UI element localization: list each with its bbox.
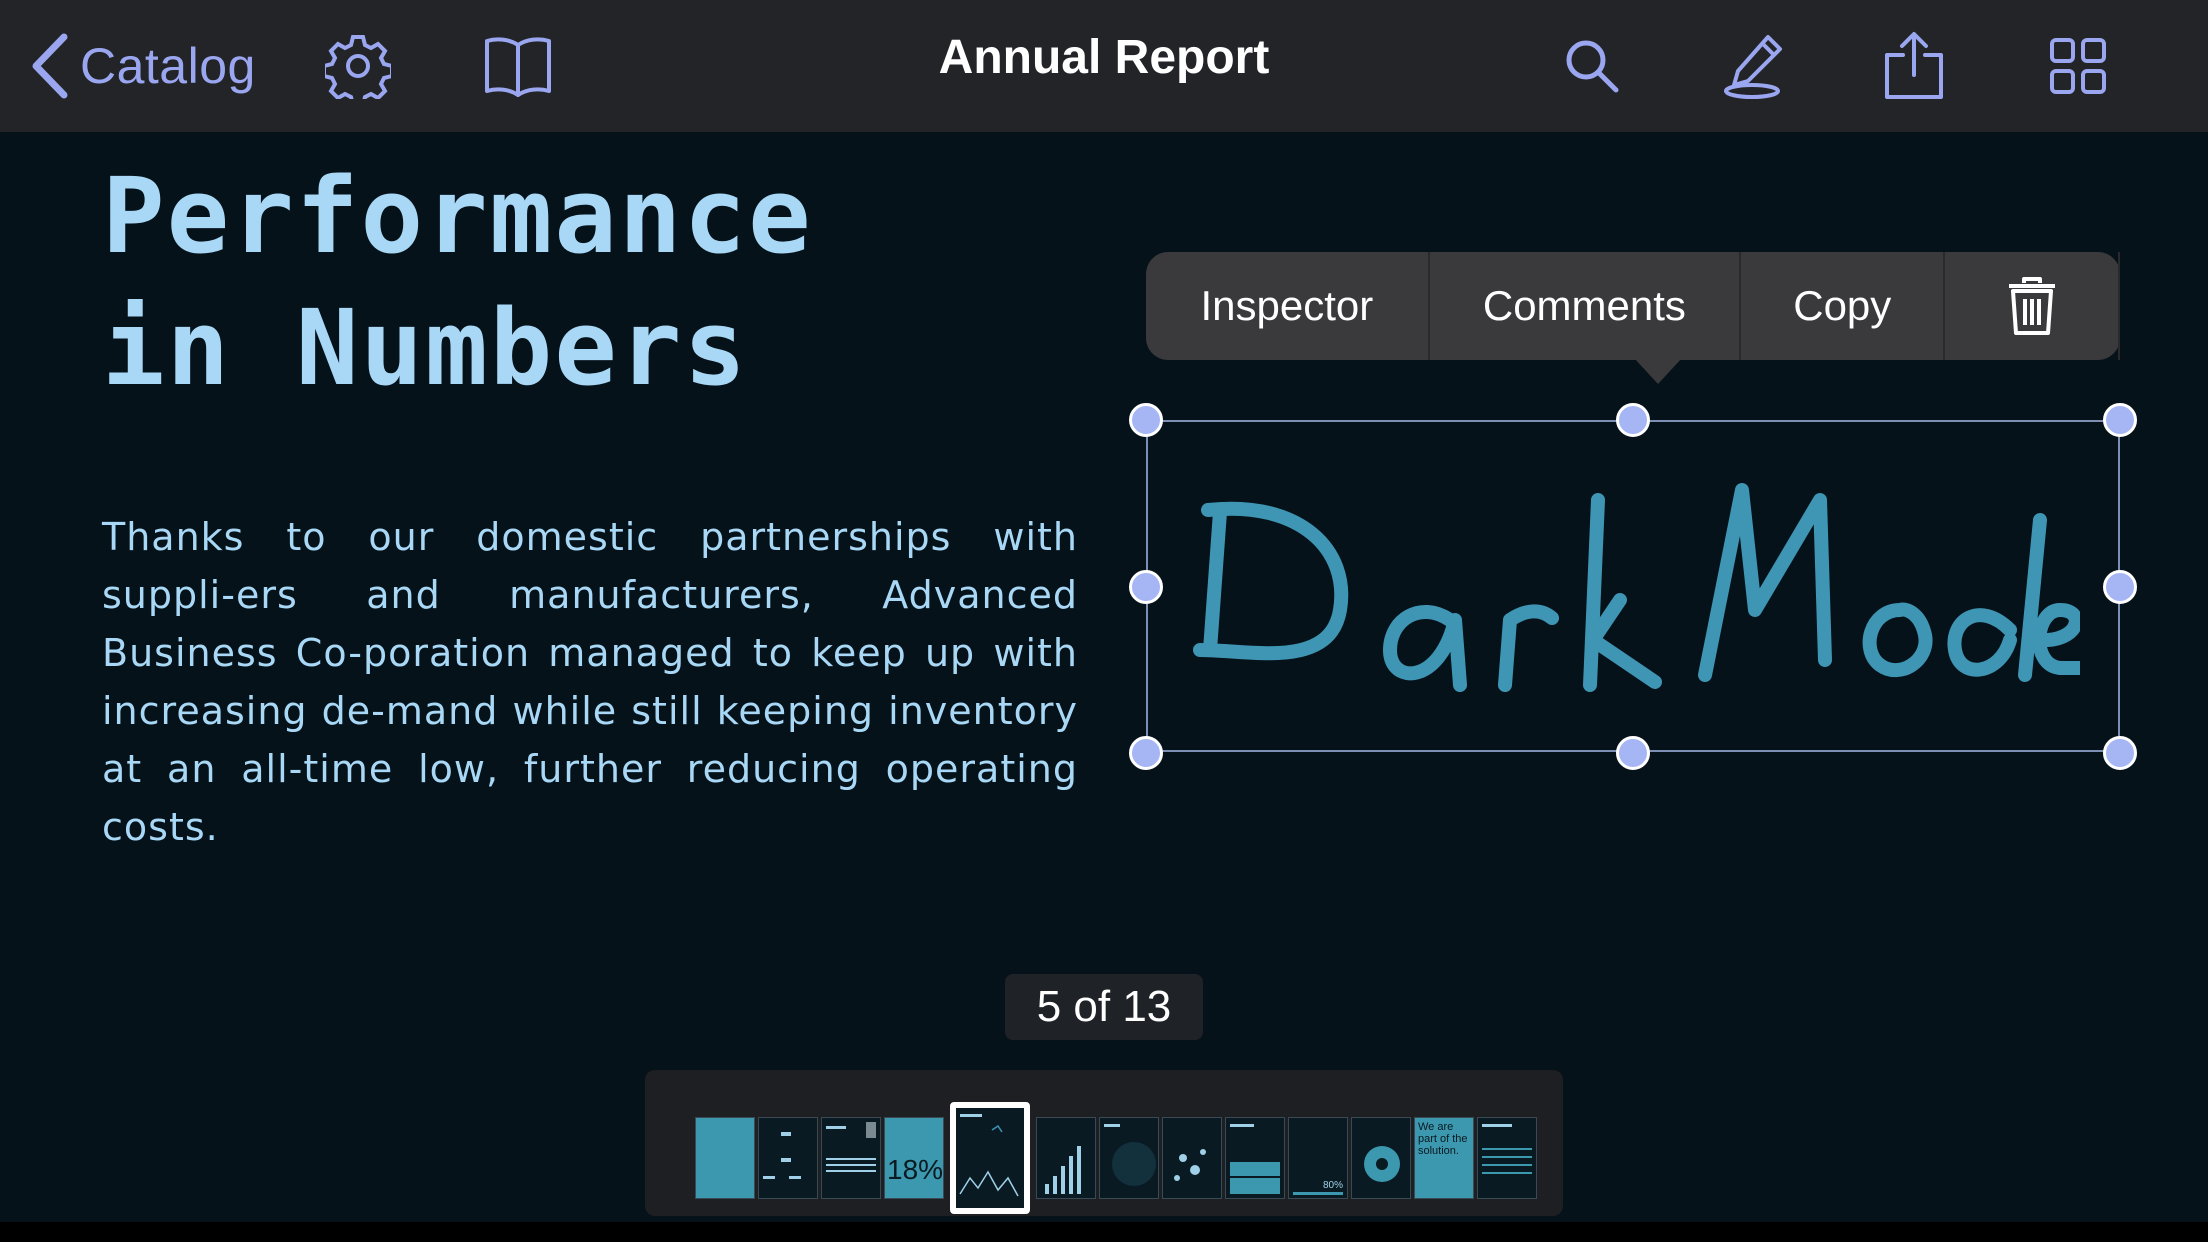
library-button[interactable] <box>468 16 568 116</box>
gear-icon <box>325 35 391 99</box>
handwriting-drawing[interactable] <box>1180 460 2080 720</box>
thumbnail-label: 80% <box>1323 1180 1344 1191</box>
grid-view-button[interactable] <box>2028 16 2128 116</box>
heading-line-1: Performance <box>102 155 813 277</box>
page-thumbnail[interactable] <box>821 1117 881 1199</box>
settings-button[interactable] <box>308 16 408 116</box>
delete-button[interactable] <box>1945 252 2121 360</box>
page-thumbnail[interactable] <box>695 1117 755 1199</box>
back-button[interactable]: Catalog <box>30 22 256 110</box>
resize-handle-top-right[interactable] <box>2103 403 2137 437</box>
share-button[interactable] <box>1864 16 1964 116</box>
page-thumbnail[interactable]: 80% <box>1288 1117 1348 1199</box>
top-toolbar: Catalog Annual Report <box>0 0 2208 132</box>
page-thumbnail[interactable] <box>1225 1117 1285 1199</box>
comments-button[interactable]: Comments <box>1430 252 1742 360</box>
page-thumbnail[interactable] <box>1099 1117 1159 1199</box>
pencil-icon <box>1724 35 1782 99</box>
page-thumbnail[interactable]: We are part of the solution. <box>1414 1117 1474 1199</box>
share-icon <box>1885 32 1943 99</box>
heading-line-2: in Numbers <box>102 287 749 409</box>
page-thumbnail[interactable] <box>1477 1117 1537 1199</box>
page-thumbnail-strip: 18% 80% We are part of the solution. <box>645 1070 1563 1216</box>
chevron-left-icon <box>32 33 68 99</box>
inspector-button[interactable]: Inspector <box>1146 252 1430 360</box>
page-heading: Performance in Numbers <box>102 150 813 414</box>
thumbnail-label: We are part of the solution. <box>1418 1121 1468 1157</box>
resize-handle-top-center[interactable] <box>1616 403 1650 437</box>
copy-button[interactable]: Copy <box>1741 252 1946 360</box>
resize-handle-middle-left[interactable] <box>1129 570 1163 604</box>
body-paragraph: Thanks to our domestic partnerships with… <box>102 515 1078 849</box>
resize-handle-bottom-right[interactable] <box>2103 736 2137 770</box>
thumbnail-label: 18% <box>887 1154 944 1185</box>
markup-button[interactable] <box>1704 16 1804 116</box>
page-thumbnail[interactable] <box>1036 1117 1096 1199</box>
popover-arrow <box>1634 358 1682 384</box>
search-button[interactable] <box>1542 16 1642 116</box>
page-thumbnail[interactable] <box>758 1117 818 1199</box>
resize-handle-bottom-left[interactable] <box>1129 736 1163 770</box>
resize-handle-middle-right[interactable] <box>2103 570 2137 604</box>
book-icon <box>485 37 551 97</box>
back-label: Catalog <box>80 38 256 94</box>
page-thumbnail[interactable] <box>1351 1117 1411 1199</box>
grid-icon <box>2050 38 2106 94</box>
home-indicator-bar <box>0 1222 2208 1242</box>
trash-icon <box>2008 277 2055 335</box>
document-title: Annual Report <box>938 31 1270 84</box>
resize-handle-top-left[interactable] <box>1129 403 1163 437</box>
context-menu: Inspector Comments Copy <box>1146 252 2121 384</box>
page-indicator: 5 of 13 <box>1005 974 1203 1040</box>
search-icon <box>1566 40 1619 93</box>
page-thumbnail[interactable]: 18% <box>884 1117 944 1199</box>
resize-handle-bottom-center[interactable] <box>1616 736 1650 770</box>
page-thumbnail-current[interactable] <box>950 1102 1030 1214</box>
page-thumbnail[interactable] <box>1162 1117 1222 1199</box>
